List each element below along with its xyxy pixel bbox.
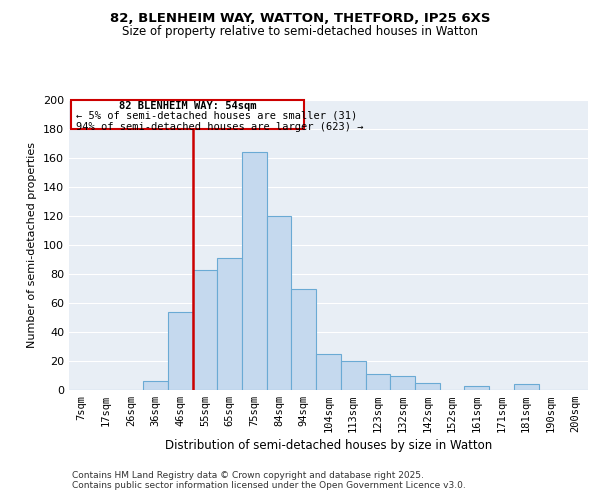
Y-axis label: Number of semi-detached properties: Number of semi-detached properties [28,142,37,348]
Bar [365,374,390,390]
Text: 94% of semi-detached houses are larger (623) →: 94% of semi-detached houses are larger (… [76,122,364,132]
Text: Contains public sector information licensed under the Open Government Licence v3: Contains public sector information licen… [72,481,466,490]
Bar [143,382,168,390]
Bar [316,354,341,390]
Text: ← 5% of semi-detached houses are smaller (31): ← 5% of semi-detached houses are smaller… [76,110,358,120]
Text: Size of property relative to semi-detached houses in Watton: Size of property relative to semi-detach… [122,25,478,38]
Bar [168,312,193,390]
Bar [390,376,415,390]
Bar [415,383,440,390]
Bar [193,270,217,390]
Text: 82, BLENHEIM WAY, WATTON, THETFORD, IP25 6XS: 82, BLENHEIM WAY, WATTON, THETFORD, IP25… [110,12,490,26]
Bar [514,384,539,390]
FancyBboxPatch shape [71,100,304,129]
Bar [267,216,292,390]
Bar [464,386,489,390]
Text: Contains HM Land Registry data © Crown copyright and database right 2025.: Contains HM Land Registry data © Crown c… [72,471,424,480]
Text: 82 BLENHEIM WAY: 54sqm: 82 BLENHEIM WAY: 54sqm [119,102,256,112]
Bar [292,288,316,390]
Bar [217,258,242,390]
Bar [242,152,267,390]
X-axis label: Distribution of semi-detached houses by size in Watton: Distribution of semi-detached houses by … [165,440,492,452]
Bar [341,361,365,390]
